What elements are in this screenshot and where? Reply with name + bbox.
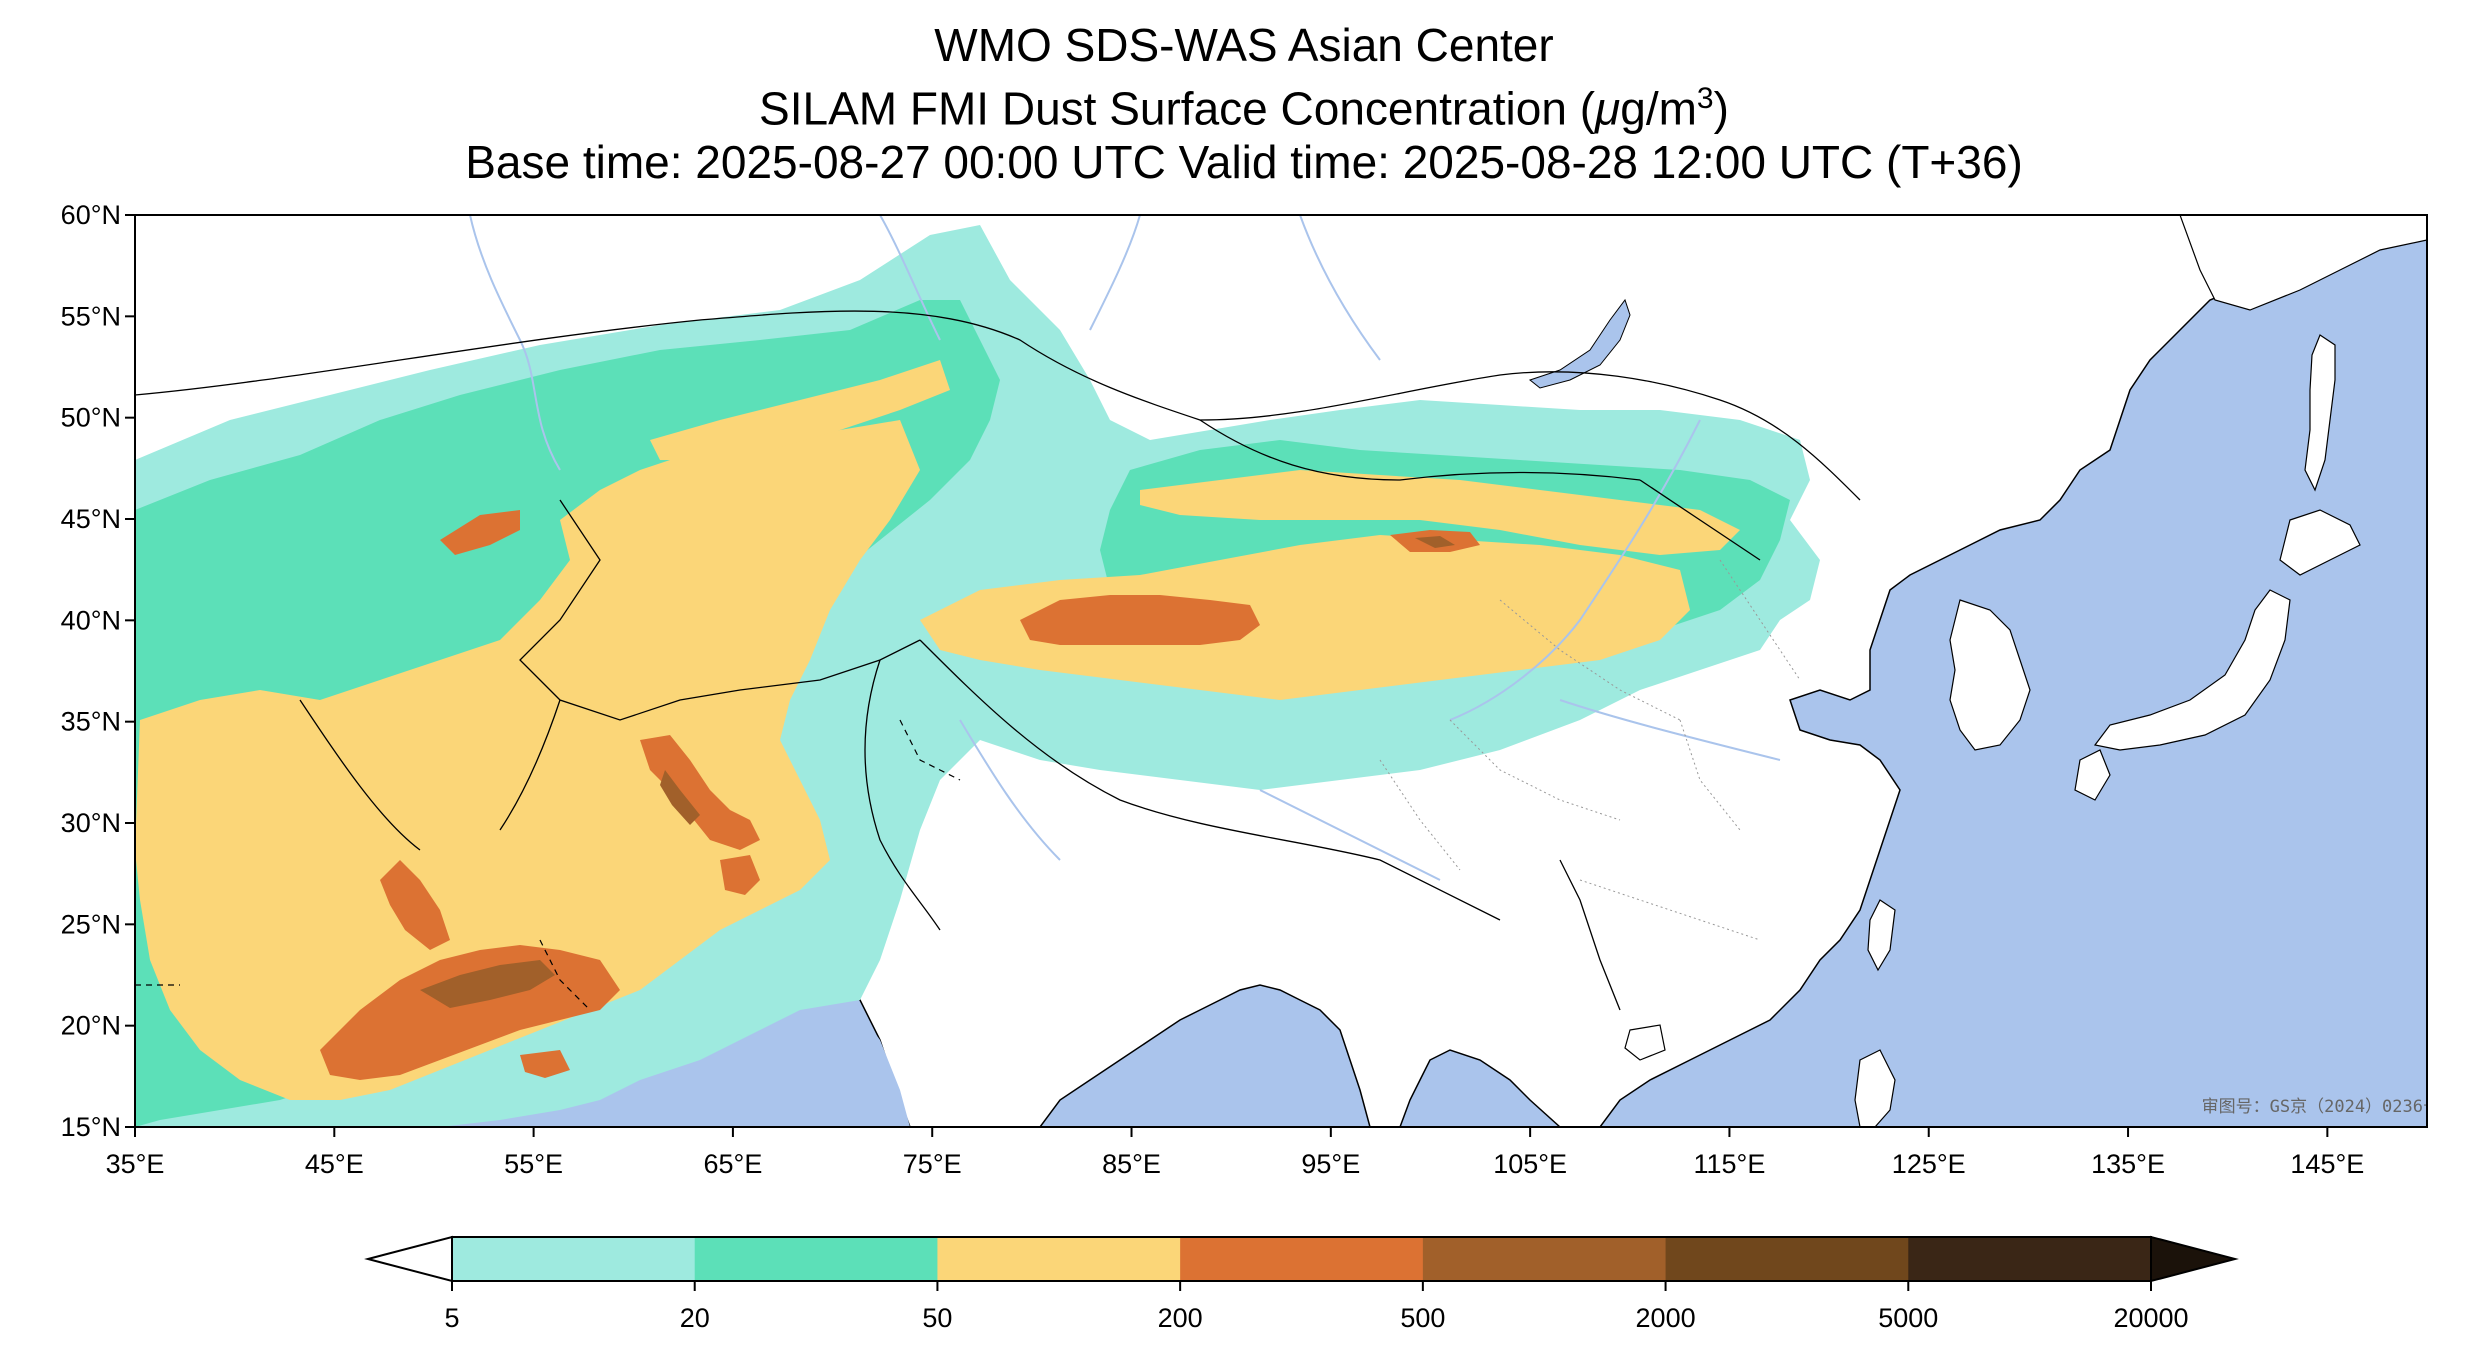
latitude-ticks: 60°N 55°N 50°N 45°N 40°N 35°N 30°N 25°N 20°N 15°N [61, 200, 135, 1142]
lon-tick-label: 125°E [1892, 1149, 1966, 1179]
title-line-3: Base time: 2025-08-27 00:00 UTC Valid ti… [465, 136, 2023, 189]
lon-tick-label: 35°E [106, 1149, 165, 1179]
title-unit: g/m [1620, 82, 1697, 135]
colorbar-frame [451, 1236, 2152, 1282]
map-title-block: WMO SDS-WAS Asian Center SILAM FMI Dust … [0, 18, 2488, 189]
dust-band-50-200 [135, 360, 1740, 1100]
japan-hokkaido [2279, 509, 2361, 576]
lon-tick-label: 65°E [703, 1149, 762, 1179]
colorbar-tick-label: 500 [1400, 1303, 1445, 1333]
lon-tick-label: 115°E [1694, 1149, 1766, 1179]
colorbar-segment [1908, 1237, 2152, 1281]
colorbar-tick-label: 200 [1158, 1303, 1203, 1333]
rivers [469, 215, 1781, 881]
lat-tick-label: 60°N [61, 200, 121, 230]
colorbar-segment [1665, 1237, 1909, 1281]
colorbar-segment [1180, 1237, 1424, 1281]
dust-band-500-2000 [420, 536, 1455, 1008]
disputed-borders [135, 719, 961, 1011]
colorbar-segment [937, 1237, 1181, 1281]
lat-tick-label: 35°N [61, 707, 121, 737]
colorbar-tick-label: 2000 [1636, 1303, 1696, 1333]
lon-tick-label: 135°E [2091, 1149, 2165, 1179]
country-borders [135, 310, 1861, 1011]
lon-tick-label: 75°E [903, 1149, 962, 1179]
colorbar-segments [452, 1237, 2152, 1281]
colorbar-tick-label: 20000 [2113, 1303, 2188, 1333]
japan-honshu [2093, 589, 2291, 751]
map-plot-area: 审图号：GS京（2024）0236号 [135, 215, 2440, 1127]
colorbar-under-triangle [364, 1235, 453, 1283]
review-stamp: 审图号：GS京（2024）0236号 [2202, 1097, 2440, 1117]
colorbar-labels: 5 20 50 200 500 2000 5000 20000 [444, 1281, 2189, 1333]
japan-kyushu [2074, 749, 2111, 801]
lat-tick-label: 40°N [61, 605, 121, 635]
colorbar-tick-label: 50 [922, 1303, 952, 1333]
korea-peninsula [1949, 599, 2031, 751]
lat-tick-label: 25°N [61, 909, 121, 939]
lon-tick-label: 55°E [504, 1149, 563, 1179]
lat-tick-label: 45°N [61, 504, 121, 534]
colorbar-over-triangle [2150, 1235, 2239, 1283]
lon-tick-label: 145°E [2290, 1149, 2364, 1179]
lon-tick-label: 105°E [1493, 1149, 1567, 1179]
lat-tick-label: 15°N [61, 1112, 121, 1142]
lake-baikal [1528, 298, 1631, 389]
plot-frame [134, 214, 2428, 1128]
colorbar-tick-label: 5000 [1878, 1303, 1938, 1333]
colorbar-segment [1422, 1237, 1667, 1281]
colorbar: 5 20 50 200 500 2000 5000 20000 [364, 1235, 2239, 1333]
colorbar-tick-label: 5 [444, 1303, 459, 1333]
lon-tick-label: 45°E [305, 1149, 364, 1179]
title-line-2-prefix: SILAM FMI Dust Surface Concentration ( [759, 82, 1596, 135]
lat-tick-label: 55°N [61, 301, 121, 331]
title-line-2: SILAM FMI Dust Surface Concentration (μg… [0, 72, 2488, 135]
lon-tick-label: 95°E [1301, 1149, 1360, 1179]
lon-tick-label: 85°E [1102, 1149, 1161, 1179]
lat-tick-label: 30°N [61, 808, 121, 838]
province-boundaries [1379, 559, 1801, 941]
colorbar-segment [452, 1237, 696, 1281]
title-line-1: WMO SDS-WAS Asian Center [934, 19, 1554, 71]
longitude-ticks: 35°E 45°E 55°E 65°E 75°E 85°E 95°E 105°E 115°E 12… [106, 1127, 2364, 1179]
title-line-2-suffix: ) [1713, 82, 1729, 135]
colorbar-segment [694, 1237, 938, 1281]
colorbar-tick-label: 20 [680, 1303, 710, 1333]
philippines-luzon [1854, 1049, 1896, 1127]
lat-tick-label: 50°N [61, 403, 121, 433]
hainan [1624, 1024, 1666, 1061]
sakhalin [2304, 334, 2336, 492]
far-east-coast [2179, 215, 2427, 311]
lat-tick-label: 20°N [61, 1011, 121, 1041]
title-unit-mu: μ [1595, 82, 1621, 135]
taiwan [1867, 899, 1896, 972]
title-unit-sup: 3 [1696, 82, 1714, 115]
